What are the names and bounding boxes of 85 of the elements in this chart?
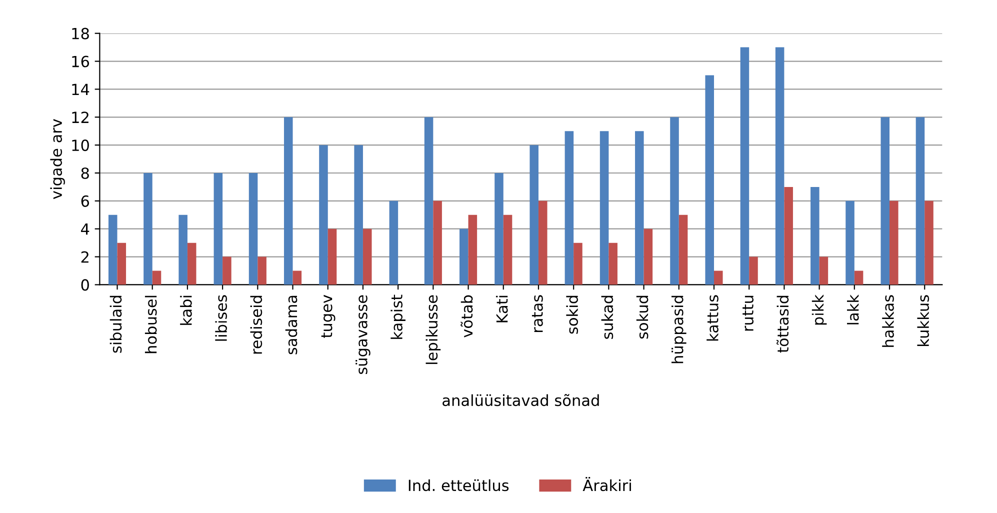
y-tick-label: 6 bbox=[81, 195, 90, 207]
bar bbox=[600, 131, 609, 285]
y-tick-label: 14 bbox=[72, 84, 90, 96]
x-tick-label: hakkas bbox=[882, 295, 894, 347]
legend-label: Ärakiri bbox=[582, 477, 631, 492]
bar bbox=[292, 270, 302, 285]
bar bbox=[117, 242, 126, 285]
x-tick-label: sadama bbox=[285, 296, 298, 354]
bar bbox=[222, 256, 232, 285]
x-tick-label: lakk bbox=[847, 294, 859, 324]
bar bbox=[608, 242, 618, 285]
x-tick-label: kukkus bbox=[917, 295, 930, 346]
x-tick-label: sukad bbox=[601, 296, 614, 339]
bar bbox=[538, 200, 548, 285]
bar bbox=[494, 172, 504, 285]
bar bbox=[319, 145, 328, 285]
bar bbox=[108, 214, 118, 285]
bar bbox=[714, 270, 723, 285]
bar bbox=[214, 172, 223, 285]
bar bbox=[678, 214, 688, 285]
x-tick-label: ruttu bbox=[742, 296, 754, 331]
x-tick-label: hüppasid bbox=[672, 296, 686, 364]
y-tick-label: 2 bbox=[81, 251, 88, 263]
y-tick-label: 16 bbox=[72, 56, 90, 68]
x-tick-label: kabi bbox=[180, 296, 192, 325]
bar bbox=[460, 228, 468, 285]
bar bbox=[564, 131, 574, 285]
bar bbox=[503, 214, 512, 285]
y-tick-label: 0 bbox=[81, 279, 89, 291]
x-tick-label: kattus bbox=[706, 295, 718, 341]
bar bbox=[705, 75, 714, 285]
bar bbox=[670, 117, 679, 285]
x-tick-label: sügavasse bbox=[356, 295, 370, 374]
y-tick-label: 10 bbox=[72, 140, 89, 152]
y-axis-title: vigade arv bbox=[50, 118, 65, 200]
bar bbox=[880, 117, 890, 285]
bar bbox=[258, 256, 266, 285]
bar bbox=[362, 228, 372, 285]
bar bbox=[916, 117, 925, 285]
bar bbox=[248, 172, 258, 285]
bar bbox=[530, 145, 538, 285]
bar bbox=[749, 256, 758, 285]
x-tick-label: tõttasid bbox=[776, 296, 789, 353]
x-axis-title: analüüsitavad sõnad bbox=[442, 394, 599, 406]
bar bbox=[433, 200, 442, 285]
bar bbox=[284, 117, 293, 285]
bar bbox=[644, 228, 653, 285]
legend-label: Ind. etteütlus bbox=[408, 479, 509, 492]
x-tick-label: hobusel bbox=[144, 296, 157, 354]
x-tick-label: ratas bbox=[532, 295, 543, 332]
x-tick-label: libises bbox=[215, 295, 227, 341]
x-tick-label: sibulaid bbox=[110, 296, 122, 353]
x-tick-label: kapist bbox=[390, 294, 406, 339]
bar bbox=[178, 214, 188, 285]
bar bbox=[810, 186, 820, 285]
bar bbox=[784, 186, 793, 285]
bar bbox=[924, 200, 934, 285]
y-tick-label: 18 bbox=[72, 28, 89, 40]
x-tick-label: lepikusse bbox=[426, 295, 441, 364]
x-tick-label: sokud bbox=[636, 296, 648, 339]
bar bbox=[740, 47, 750, 285]
bar bbox=[389, 200, 398, 285]
bar bbox=[468, 214, 478, 285]
y-tick-label: 12 bbox=[72, 112, 88, 123]
x-tick-label: Kati bbox=[496, 296, 508, 322]
bar bbox=[574, 242, 582, 285]
bar bbox=[328, 228, 337, 285]
bar bbox=[635, 131, 644, 285]
bar bbox=[424, 117, 434, 285]
bar bbox=[890, 200, 898, 285]
bar bbox=[152, 270, 162, 285]
x-tick-label: võtab bbox=[460, 295, 473, 338]
bar bbox=[854, 270, 864, 285]
x-tick-label: rediseid bbox=[250, 296, 262, 354]
bar bbox=[354, 145, 363, 285]
bar bbox=[819, 256, 828, 285]
y-tick-label: 8 bbox=[81, 167, 89, 180]
bar bbox=[846, 200, 854, 285]
bar bbox=[187, 242, 196, 285]
bar bbox=[144, 172, 152, 285]
bar bbox=[775, 47, 784, 285]
x-tick-label: sokid bbox=[566, 296, 578, 334]
x-tick-label: tugev bbox=[321, 294, 336, 338]
x-tick-label: pikk bbox=[812, 294, 827, 325]
y-tick-label: 4 bbox=[81, 224, 90, 235]
